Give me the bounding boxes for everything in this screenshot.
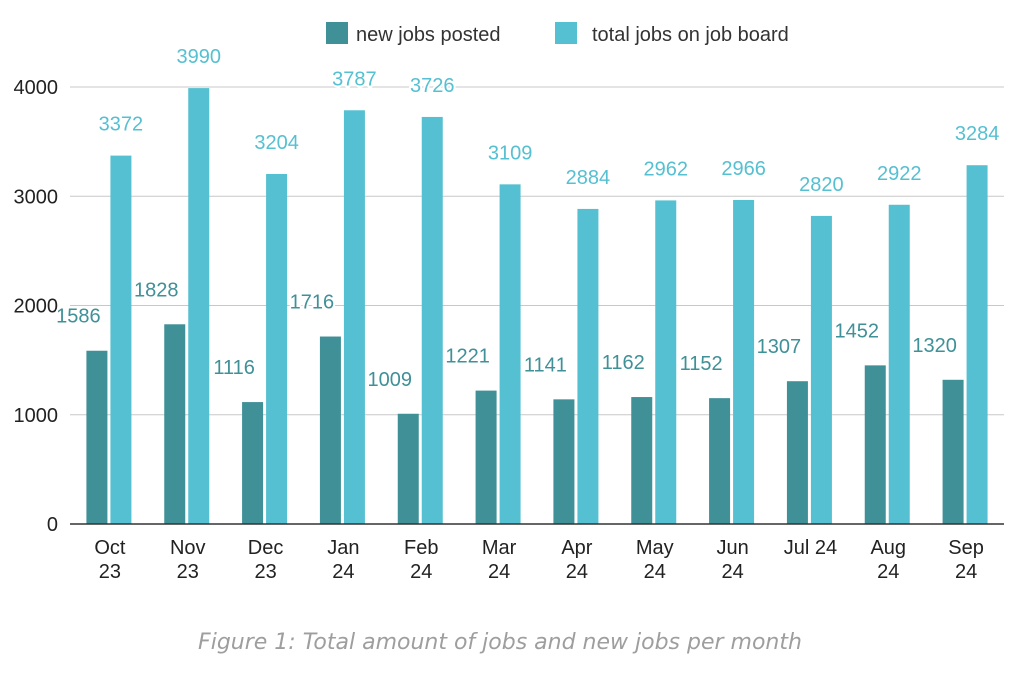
y-tick-label: 2000 xyxy=(14,296,59,318)
bar-total-jobs xyxy=(577,208,599,524)
bar-total-jobs xyxy=(733,199,755,525)
x-tick-label: Apr xyxy=(561,537,592,559)
bar-total-jobs xyxy=(421,116,443,524)
bar-new-jobs xyxy=(864,365,886,524)
bar-new-jobs xyxy=(319,336,341,524)
bar-new-jobs xyxy=(942,379,964,524)
x-tick-label: Sep xyxy=(948,537,984,559)
bar-chart: 0100020003000400015863372Oct2318283990No… xyxy=(14,22,1004,583)
x-tick-label: 23 xyxy=(254,561,276,583)
data-label: 2962 xyxy=(644,158,689,180)
bar-new-jobs xyxy=(709,398,731,524)
x-tick-label: 24 xyxy=(955,561,977,583)
bar-new-jobs xyxy=(631,397,653,524)
bar-total-jobs xyxy=(966,165,988,524)
data-label: 1452 xyxy=(835,320,880,342)
bar-total-jobs xyxy=(110,155,132,524)
y-tick-label: 3000 xyxy=(14,186,59,208)
data-label: 1586 xyxy=(56,306,101,328)
figure-caption: Figure 1: Total amount of jobs and new j… xyxy=(198,630,802,655)
bar-total-jobs xyxy=(188,88,210,524)
y-tick-label: 1000 xyxy=(14,405,59,427)
bar-new-jobs xyxy=(86,350,108,524)
x-tick-label: 24 xyxy=(332,561,354,583)
bar-total-jobs xyxy=(655,200,677,525)
x-tick-label: 24 xyxy=(644,561,666,583)
data-label: 3204 xyxy=(254,132,299,154)
x-tick-label: 23 xyxy=(99,561,121,583)
data-label: 1828 xyxy=(134,279,179,301)
bar-total-jobs xyxy=(343,110,365,524)
x-tick-label: Dec xyxy=(248,537,284,559)
data-label: 1221 xyxy=(445,346,490,368)
bar-new-jobs xyxy=(164,324,186,524)
x-tick-label: 24 xyxy=(410,561,432,583)
y-tick-label: 4000 xyxy=(14,77,59,99)
data-label: 3787 xyxy=(332,68,377,90)
data-label: 2922 xyxy=(877,163,922,185)
x-tick-label: Oct xyxy=(94,537,126,559)
x-tick-label: Jan xyxy=(327,537,359,559)
data-label: 1116 xyxy=(213,357,255,379)
x-tick-label: 24 xyxy=(488,561,510,583)
data-label: 1141 xyxy=(524,354,567,376)
data-label: 1716 xyxy=(290,292,335,314)
data-label: 1307 xyxy=(757,336,802,358)
x-tick-label: Jun xyxy=(716,537,748,559)
data-label: 3990 xyxy=(177,46,222,68)
data-label: 2966 xyxy=(721,158,766,180)
data-label: 1162 xyxy=(602,352,645,374)
bar-total-jobs xyxy=(810,215,832,525)
data-label: 3726 xyxy=(410,75,455,97)
data-label: 3372 xyxy=(99,114,144,136)
bar-total-jobs xyxy=(266,173,288,524)
data-label: 1009 xyxy=(368,369,413,391)
data-label: 2884 xyxy=(566,167,611,189)
bar-new-jobs xyxy=(397,413,419,524)
x-tick-label: Jul 24 xyxy=(784,537,837,559)
x-tick-label: 24 xyxy=(877,561,899,583)
x-tick-label: Aug xyxy=(870,537,906,559)
data-label: 3284 xyxy=(955,123,1000,145)
x-tick-label: Mar xyxy=(482,537,517,559)
data-label: 1320 xyxy=(912,335,957,357)
x-tick-label: 24 xyxy=(721,561,743,583)
x-tick-label: 23 xyxy=(177,561,199,583)
bar-total-jobs xyxy=(888,204,910,525)
x-tick-label: May xyxy=(636,537,674,559)
data-label: 2820 xyxy=(799,174,844,196)
data-label: 1152 xyxy=(680,353,723,375)
bar-new-jobs xyxy=(553,399,575,524)
x-tick-label: Feb xyxy=(404,537,438,559)
bar-new-jobs xyxy=(475,390,497,524)
legend-swatch xyxy=(326,22,348,44)
legend-swatch xyxy=(555,22,577,44)
bar-new-jobs xyxy=(786,381,808,524)
data-label: 3109 xyxy=(488,142,533,164)
bar-total-jobs xyxy=(499,184,521,525)
x-tick-label: Nov xyxy=(170,537,206,559)
legend-label: new jobs posted xyxy=(356,24,501,46)
bar-new-jobs xyxy=(242,402,264,524)
y-tick-label: 0 xyxy=(47,514,58,536)
legend-label: total jobs on job board xyxy=(592,24,789,46)
x-tick-label: 24 xyxy=(566,561,588,583)
